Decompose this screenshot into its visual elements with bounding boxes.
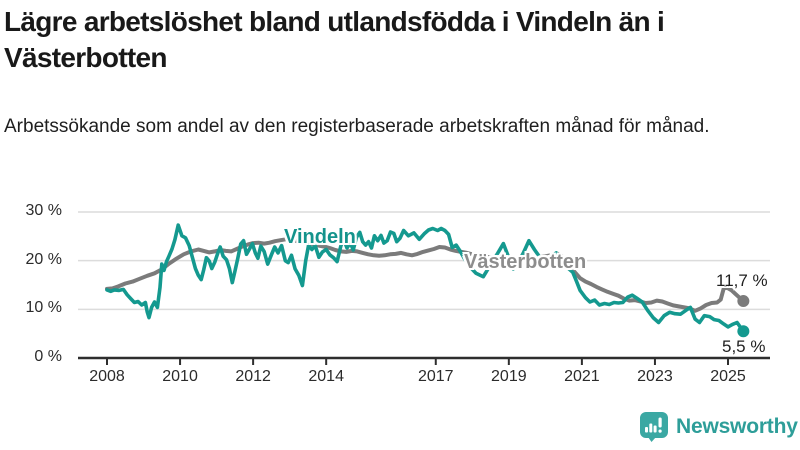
series-line-västerbotten [105, 237, 746, 313]
x-tick-label: 2019 [491, 368, 527, 385]
series-label-vasterbotten: Västerbotten [464, 251, 587, 273]
y-tick-label: 20 % [25, 250, 62, 268]
end-value-vindeln: 5,5 % [722, 337, 766, 356]
x-tick-label: 2021 [564, 368, 600, 385]
x-tick-label: 2012 [235, 368, 271, 385]
x-tick-label: 2008 [89, 368, 125, 385]
x-tick-label: 2023 [637, 368, 673, 385]
newsworthy-brand-link[interactable]: Newsworthy [640, 412, 798, 442]
x-tick-label: 2010 [162, 368, 198, 385]
end-value-vasterbotten: 11,7 % [716, 271, 768, 290]
series-end-dot-vindeln [737, 325, 750, 338]
y-tick-label: 0 % [34, 348, 62, 365]
x-tick-label: 2014 [308, 368, 344, 385]
newsworthy-brand-text: Newsworthy [676, 415, 798, 438]
x-tick-label: 2017 [417, 368, 454, 385]
x-tick-label: 2025 [710, 368, 746, 385]
chart-subtitle: Arbetssökande som andel av den registerb… [4, 116, 710, 137]
y-tick-label: 10 % [25, 299, 62, 317]
series-label-vindeln: Vindeln [284, 226, 356, 248]
series-line-vindeln [105, 223, 746, 334]
newsworthy-logo-icon [640, 412, 668, 442]
series-end-dot-västerbotten [737, 295, 750, 308]
chart-title: Lägre arbetslöshet bland utlandsfödda i … [4, 6, 665, 73]
y-tick-label: 30 % [25, 201, 62, 219]
